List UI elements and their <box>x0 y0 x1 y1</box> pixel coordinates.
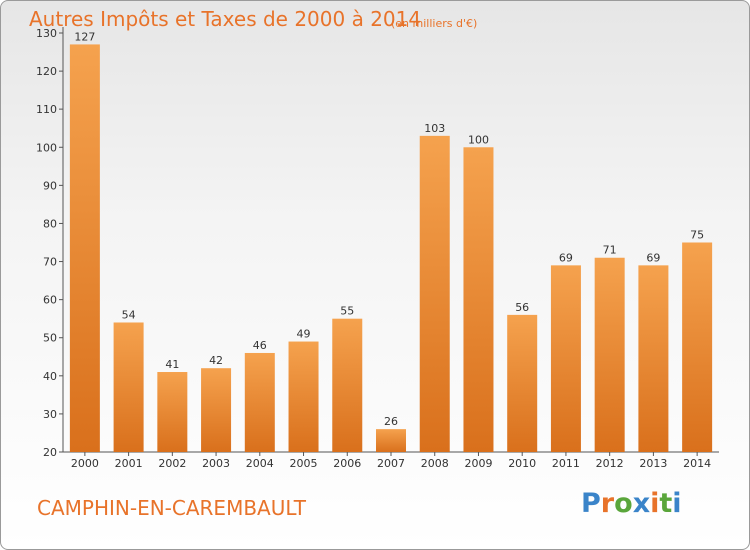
data-label: 56 <box>515 301 529 314</box>
x-tick-label: 2006 <box>333 457 361 470</box>
bar-2012 <box>594 257 625 452</box>
logo-letter: x <box>632 488 651 519</box>
data-label: 41 <box>165 358 179 371</box>
bar-2010 <box>507 314 538 452</box>
bar-2014 <box>682 242 713 452</box>
x-tick-label: 2014 <box>683 457 711 470</box>
data-label: 127 <box>74 30 95 43</box>
x-tick-label: 2004 <box>246 457 274 470</box>
x-tick-label: 2009 <box>464 457 492 470</box>
data-label: 49 <box>297 328 311 341</box>
logo-letter: i <box>672 488 682 519</box>
logo-letter: r <box>600 488 615 519</box>
x-tick-label: 2008 <box>421 457 449 470</box>
y-tick-label: 100 <box>36 141 57 154</box>
y-tick-label: 40 <box>43 370 57 383</box>
chart-subtitle: (en milliers d'€) <box>391 17 478 30</box>
commune-name: CAMPHIN-EN-CAREMBAULT <box>37 496 306 520</box>
x-tick-label: 2011 <box>552 457 580 470</box>
logo-letter: t <box>659 488 673 519</box>
chart-bars <box>69 44 713 453</box>
y-tick-label: 110 <box>36 103 57 116</box>
logo-letter: o <box>614 488 633 519</box>
bar-2007 <box>376 429 406 452</box>
data-label: 54 <box>122 308 136 321</box>
logo-letter: P <box>581 488 601 519</box>
bar-2000 <box>69 44 100 452</box>
data-label: 71 <box>603 244 617 257</box>
x-tick-label: 2002 <box>158 457 186 470</box>
data-label: 100 <box>468 133 489 146</box>
x-tick-label: 2000 <box>71 457 99 470</box>
data-label: 26 <box>384 415 398 428</box>
bar-2013 <box>638 265 669 452</box>
y-tick-label: 20 <box>43 446 57 459</box>
logo-letter: i <box>650 488 660 519</box>
x-tick-label: 2007 <box>377 457 405 470</box>
data-label: 42 <box>209 354 223 367</box>
data-label: 55 <box>340 305 354 318</box>
bar-2001 <box>113 322 144 452</box>
data-label: 69 <box>559 251 573 264</box>
bar-2006 <box>332 318 363 452</box>
x-tick-label: 2013 <box>639 457 667 470</box>
y-tick-label: 120 <box>36 65 57 78</box>
chart-axes: 20 30 40 50 60 70 80 90 100 110 120 130 <box>36 27 719 459</box>
chart-labels: 2000 127 2001 54 2002 41 2003 42 2004 46 2005 49 200… <box>71 30 711 470</box>
data-label: 46 <box>253 339 267 352</box>
bar-2003 <box>201 368 232 452</box>
y-tick-label: 50 <box>43 332 57 345</box>
bar-2002 <box>157 372 188 452</box>
proxiti-logo: Proxiti <box>581 488 682 519</box>
x-tick-label: 2003 <box>202 457 230 470</box>
bar-2008 <box>419 135 450 452</box>
bar-2004 <box>244 352 275 452</box>
bar-2005 <box>288 341 319 452</box>
chart-title: Autres Impôts et Taxes de 2000 à 2014 <box>29 7 422 31</box>
x-tick-label: 2005 <box>290 457 318 470</box>
data-label: 75 <box>690 229 704 242</box>
y-tick-label: 70 <box>43 256 57 269</box>
y-tick-label: 80 <box>43 217 57 230</box>
x-tick-label: 2001 <box>115 457 143 470</box>
y-tick-label: 30 <box>43 408 57 421</box>
x-tick-label: 2012 <box>596 457 624 470</box>
x-tick-label: 2010 <box>508 457 536 470</box>
bar-2011 <box>550 265 581 452</box>
y-tick-label: 90 <box>43 179 57 192</box>
data-label: 69 <box>646 251 660 264</box>
bar-2009 <box>463 147 494 453</box>
data-label: 103 <box>424 122 445 135</box>
y-tick-label: 130 <box>36 27 57 40</box>
y-tick-label: 60 <box>43 294 57 307</box>
